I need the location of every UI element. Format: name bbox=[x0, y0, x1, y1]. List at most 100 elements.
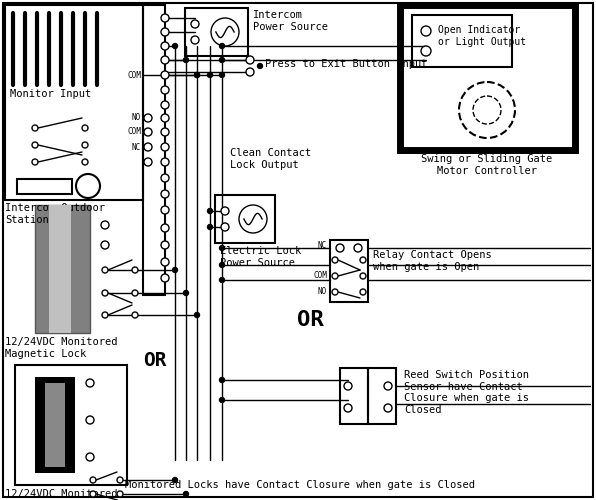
Circle shape bbox=[101, 221, 109, 229]
Circle shape bbox=[82, 142, 88, 148]
Circle shape bbox=[219, 246, 225, 250]
Circle shape bbox=[144, 143, 152, 151]
Bar bbox=[400, 5, 575, 150]
Circle shape bbox=[384, 404, 392, 412]
Circle shape bbox=[184, 58, 188, 62]
Text: Swing or Sliding Gate
Motor Controller: Swing or Sliding Gate Motor Controller bbox=[421, 154, 552, 176]
Circle shape bbox=[86, 453, 94, 461]
Circle shape bbox=[332, 289, 338, 295]
Circle shape bbox=[102, 267, 108, 273]
Circle shape bbox=[161, 71, 169, 79]
Bar bbox=[5, 5, 143, 200]
Circle shape bbox=[354, 244, 362, 252]
Circle shape bbox=[344, 382, 352, 390]
Bar bbox=[143, 5, 165, 295]
Circle shape bbox=[211, 18, 239, 46]
Circle shape bbox=[32, 159, 38, 165]
Circle shape bbox=[82, 125, 88, 131]
Circle shape bbox=[246, 68, 254, 76]
Bar bbox=[215, 195, 275, 243]
Circle shape bbox=[221, 223, 229, 231]
Circle shape bbox=[32, 142, 38, 148]
Circle shape bbox=[421, 46, 431, 56]
Circle shape bbox=[219, 44, 225, 49]
Circle shape bbox=[32, 125, 38, 131]
Circle shape bbox=[82, 159, 88, 165]
Circle shape bbox=[207, 224, 213, 230]
Text: 12/24VDC Monitored
Magnetic Lock: 12/24VDC Monitored Magnetic Lock bbox=[5, 337, 117, 358]
Circle shape bbox=[161, 56, 169, 64]
Text: Clean Contact
Lock Output: Clean Contact Lock Output bbox=[230, 148, 311, 170]
Bar bbox=[368, 368, 396, 424]
Circle shape bbox=[76, 174, 100, 198]
Circle shape bbox=[219, 58, 225, 62]
Bar bbox=[17, 179, 72, 194]
Circle shape bbox=[191, 36, 199, 44]
Circle shape bbox=[161, 101, 169, 109]
Circle shape bbox=[194, 72, 200, 78]
Circle shape bbox=[332, 257, 338, 263]
Circle shape bbox=[161, 128, 169, 136]
Circle shape bbox=[117, 491, 123, 497]
Circle shape bbox=[344, 404, 352, 412]
Circle shape bbox=[360, 273, 366, 279]
Circle shape bbox=[207, 208, 213, 214]
Text: OR: OR bbox=[297, 310, 324, 330]
Circle shape bbox=[360, 257, 366, 263]
Bar bbox=[15, 365, 127, 485]
Circle shape bbox=[161, 206, 169, 214]
Circle shape bbox=[161, 86, 169, 94]
Text: COM: COM bbox=[127, 70, 141, 80]
Text: Intercom Outdoor
Station: Intercom Outdoor Station bbox=[5, 203, 105, 224]
Circle shape bbox=[161, 258, 169, 266]
Circle shape bbox=[144, 128, 152, 136]
Circle shape bbox=[459, 82, 515, 138]
Circle shape bbox=[384, 382, 392, 390]
Circle shape bbox=[161, 28, 169, 36]
Circle shape bbox=[246, 56, 254, 64]
Text: Electric Lock
Power Source: Electric Lock Power Source bbox=[220, 246, 301, 268]
Circle shape bbox=[161, 190, 169, 198]
Circle shape bbox=[360, 289, 366, 295]
Circle shape bbox=[132, 290, 138, 296]
Bar bbox=[49, 205, 71, 333]
Bar bbox=[185, 8, 248, 56]
Circle shape bbox=[257, 64, 262, 68]
Circle shape bbox=[219, 262, 225, 268]
Text: NO: NO bbox=[318, 288, 327, 296]
Bar bbox=[412, 15, 512, 67]
Text: COM: COM bbox=[127, 128, 141, 136]
Circle shape bbox=[161, 174, 169, 182]
Circle shape bbox=[161, 14, 169, 22]
Text: Press to Exit Button Input: Press to Exit Button Input bbox=[265, 59, 427, 69]
Text: Open Indicator
or Light Output: Open Indicator or Light Output bbox=[438, 25, 526, 46]
Circle shape bbox=[161, 158, 169, 166]
Circle shape bbox=[161, 143, 169, 151]
Circle shape bbox=[191, 20, 199, 28]
Circle shape bbox=[86, 416, 94, 424]
Circle shape bbox=[161, 224, 169, 232]
Text: NC: NC bbox=[132, 142, 141, 152]
Circle shape bbox=[161, 42, 169, 50]
Circle shape bbox=[172, 44, 178, 49]
Bar bbox=[330, 240, 368, 302]
Text: Monitor Input: Monitor Input bbox=[10, 89, 91, 99]
Circle shape bbox=[86, 379, 94, 387]
Bar bbox=[340, 368, 368, 424]
Circle shape bbox=[194, 72, 200, 78]
Circle shape bbox=[144, 158, 152, 166]
Circle shape bbox=[219, 378, 225, 382]
Circle shape bbox=[172, 478, 178, 482]
Bar bbox=[35, 377, 75, 473]
Circle shape bbox=[473, 96, 501, 124]
Circle shape bbox=[184, 492, 188, 496]
Circle shape bbox=[421, 26, 431, 36]
Circle shape bbox=[219, 72, 225, 78]
Circle shape bbox=[102, 290, 108, 296]
Circle shape bbox=[219, 398, 225, 402]
Text: Intercom
Power Source: Intercom Power Source bbox=[253, 10, 328, 32]
Circle shape bbox=[132, 312, 138, 318]
Circle shape bbox=[90, 477, 96, 483]
Text: Relay Contact Opens
when gate is Open: Relay Contact Opens when gate is Open bbox=[373, 250, 492, 272]
Circle shape bbox=[101, 241, 109, 249]
